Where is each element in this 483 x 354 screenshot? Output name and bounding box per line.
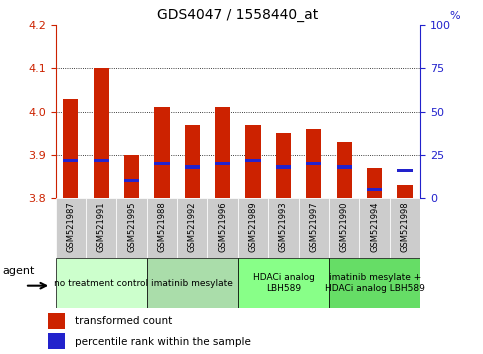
Bar: [306, 129, 322, 198]
Bar: [56, 198, 86, 258]
Bar: [398, 169, 412, 172]
Bar: [56, 258, 147, 308]
Bar: [116, 198, 147, 258]
Text: imatinib mesylate +
HDACi analog LBH589: imatinib mesylate + HDACi analog LBH589: [325, 274, 425, 293]
Text: GSM521994: GSM521994: [370, 201, 379, 252]
Text: GSM521995: GSM521995: [127, 201, 136, 252]
Bar: [245, 125, 261, 198]
Bar: [337, 142, 352, 198]
Bar: [276, 166, 291, 169]
Bar: [398, 185, 412, 198]
Bar: [268, 198, 298, 258]
Bar: [147, 258, 238, 308]
Bar: [245, 159, 261, 161]
Text: GSM521997: GSM521997: [309, 201, 318, 252]
Bar: [215, 107, 230, 198]
Bar: [276, 133, 291, 198]
Text: GSM521993: GSM521993: [279, 201, 288, 252]
Bar: [94, 68, 109, 198]
Bar: [48, 313, 65, 329]
Bar: [185, 125, 200, 198]
Bar: [367, 188, 382, 191]
Bar: [215, 162, 230, 165]
Bar: [154, 107, 170, 198]
Bar: [359, 198, 390, 258]
Bar: [367, 168, 382, 198]
Text: GSM521998: GSM521998: [400, 201, 410, 252]
Bar: [306, 162, 322, 165]
Bar: [177, 198, 208, 258]
Bar: [86, 198, 116, 258]
Bar: [185, 166, 200, 169]
Bar: [329, 258, 420, 308]
Text: transformed count: transformed count: [75, 316, 172, 326]
Bar: [147, 198, 177, 258]
Text: GSM521992: GSM521992: [188, 201, 197, 252]
Bar: [63, 159, 78, 161]
Bar: [390, 198, 420, 258]
Text: imatinib mesylate: imatinib mesylate: [151, 279, 233, 288]
Text: GSM521988: GSM521988: [157, 201, 167, 252]
Text: percentile rank within the sample: percentile rank within the sample: [75, 337, 251, 347]
Bar: [238, 258, 329, 308]
Bar: [63, 98, 78, 198]
Bar: [124, 155, 139, 198]
Bar: [208, 198, 238, 258]
Text: GSM521989: GSM521989: [249, 201, 257, 252]
Title: GDS4047 / 1558440_at: GDS4047 / 1558440_at: [157, 8, 318, 22]
Text: GSM521990: GSM521990: [340, 201, 349, 252]
Text: GSM521987: GSM521987: [66, 201, 75, 252]
Text: HDACi analog
LBH589: HDACi analog LBH589: [253, 274, 314, 293]
Bar: [48, 333, 65, 349]
Bar: [238, 198, 268, 258]
Bar: [329, 198, 359, 258]
Bar: [154, 162, 170, 165]
Bar: [337, 166, 352, 169]
Bar: [124, 179, 139, 182]
Text: GSM521996: GSM521996: [218, 201, 227, 252]
Text: agent: agent: [3, 266, 35, 276]
Text: no treatment control: no treatment control: [54, 279, 148, 288]
Bar: [298, 198, 329, 258]
Text: %: %: [449, 11, 460, 21]
Bar: [94, 159, 109, 161]
Text: GSM521991: GSM521991: [97, 201, 106, 252]
